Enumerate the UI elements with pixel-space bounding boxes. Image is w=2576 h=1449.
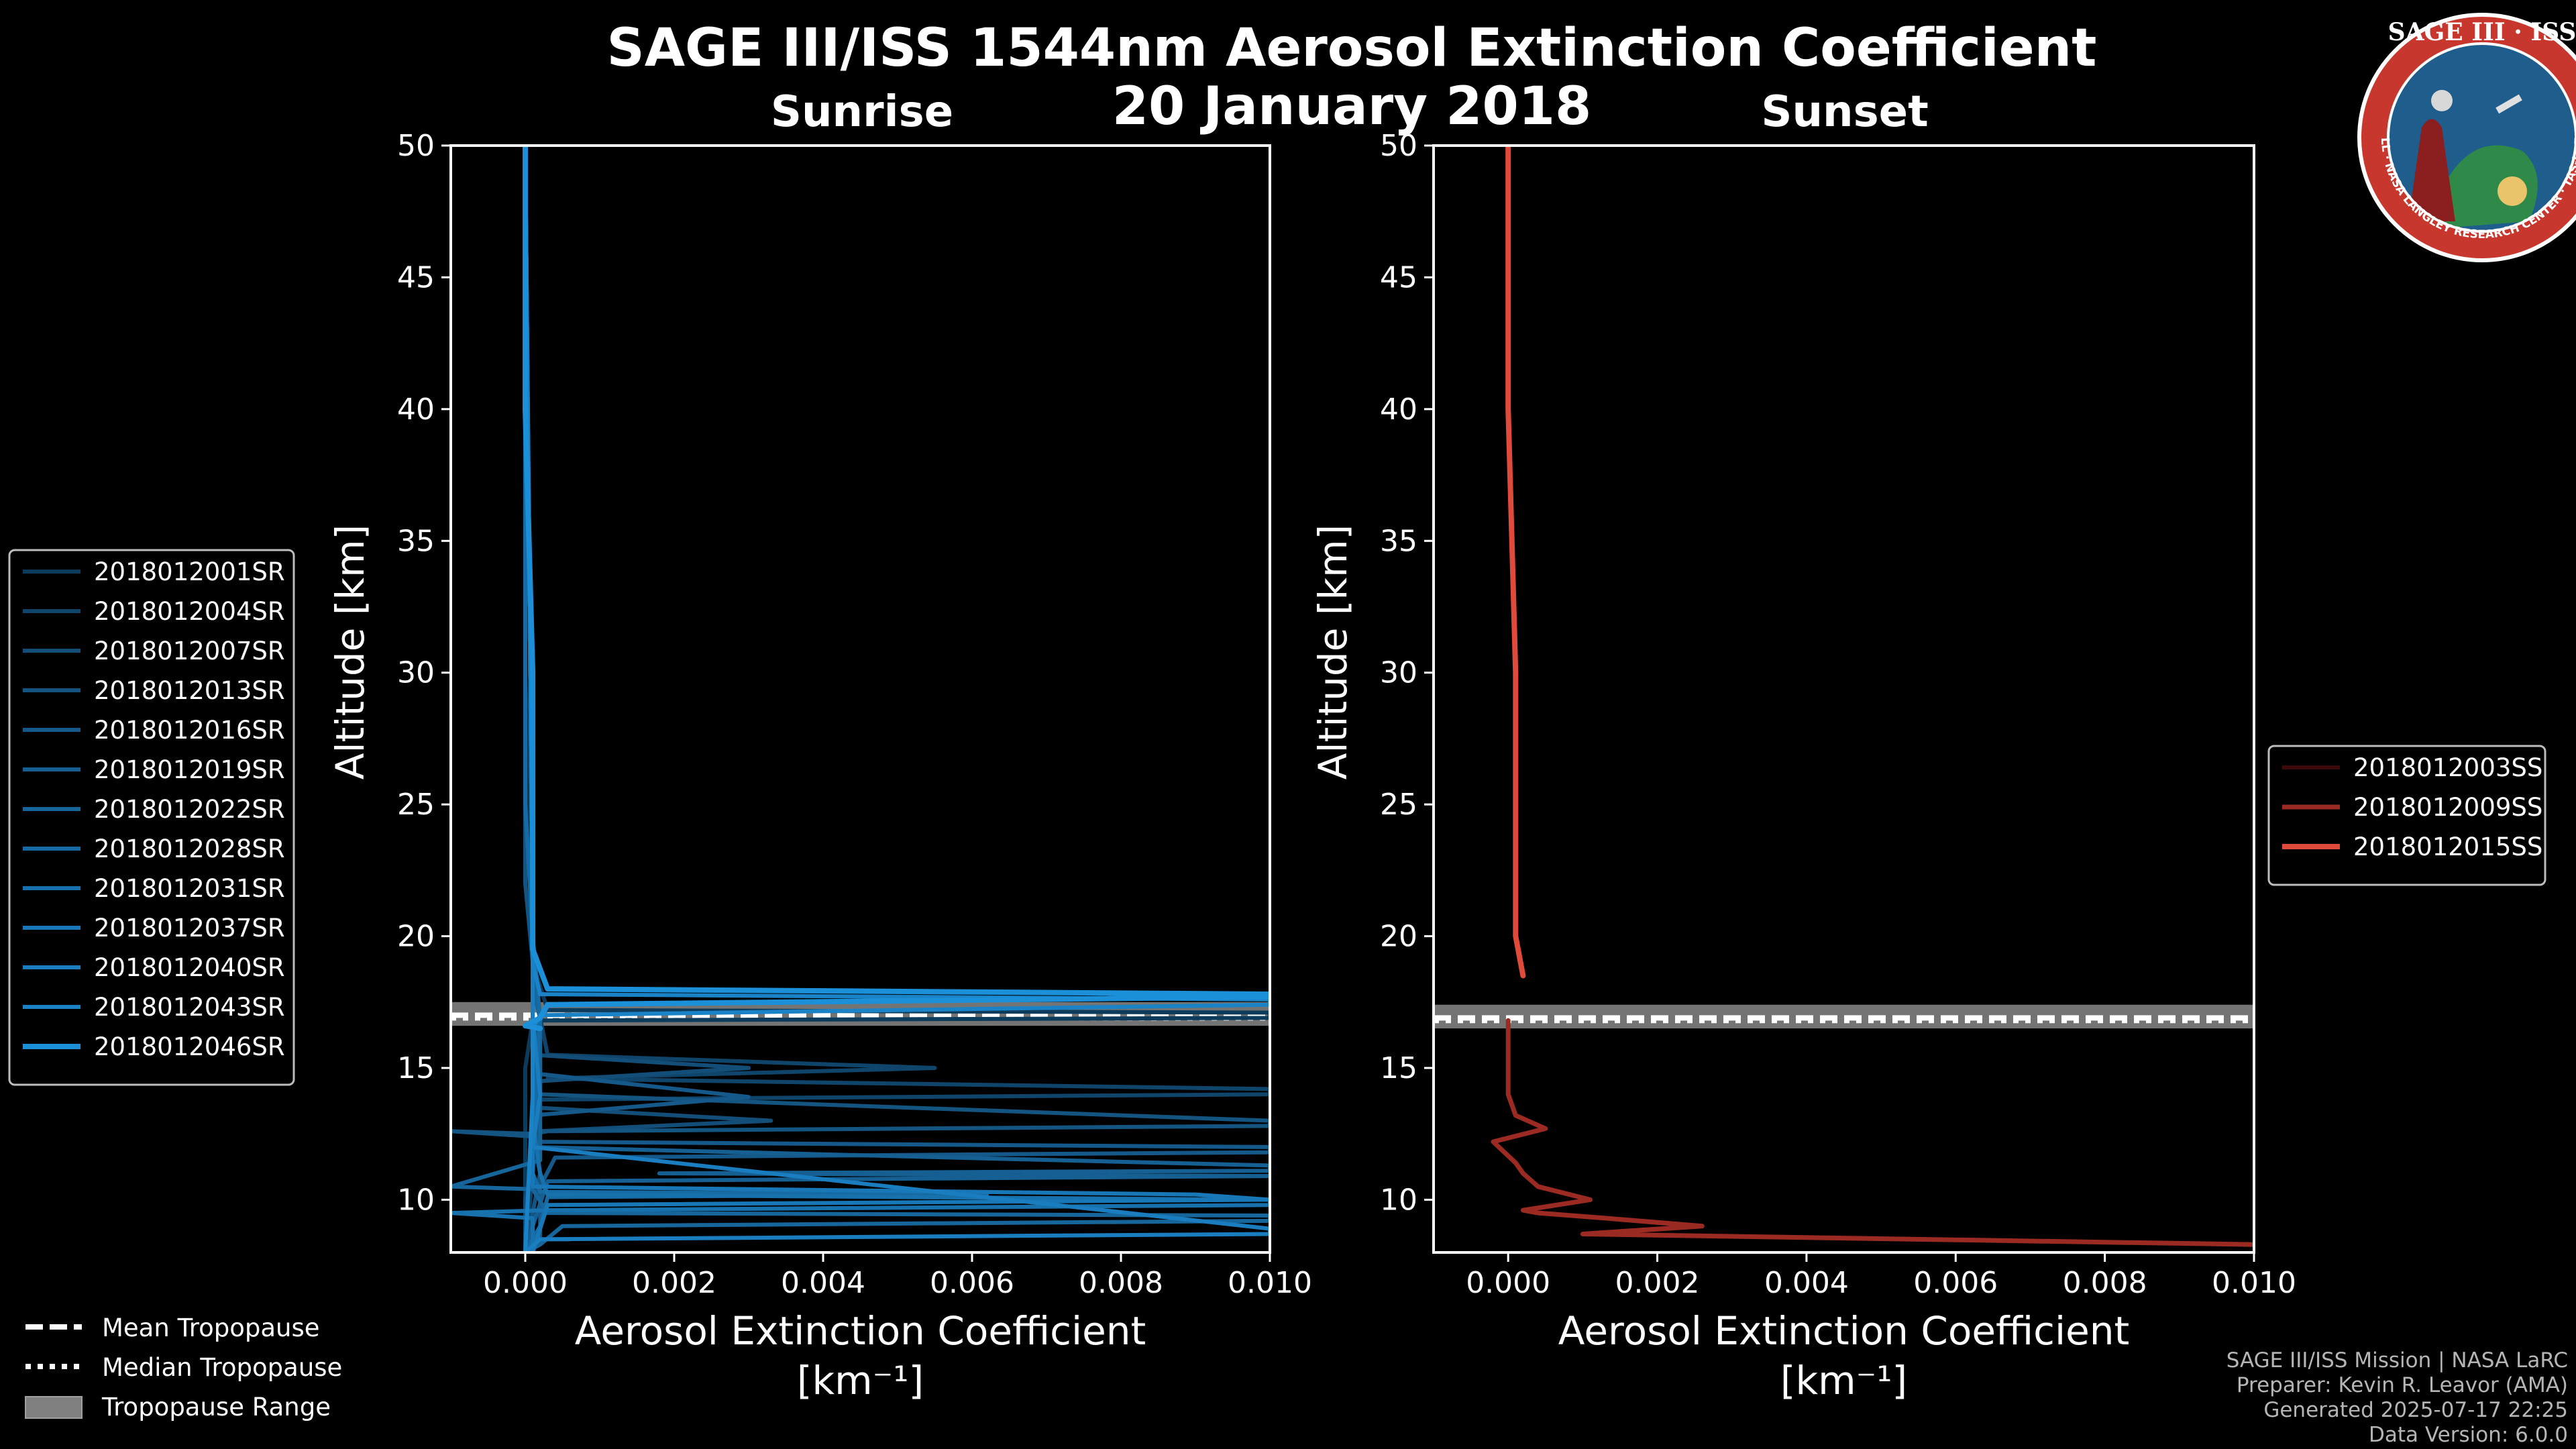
y-tick-label: 15	[1380, 1051, 1417, 1085]
legend-entry-2018012003SS: 2018012003SS	[2353, 753, 2542, 782]
logo-top-text: SAGE III · ISS	[2388, 18, 2576, 46]
sunrise-panel-title: Sunrise	[771, 87, 953, 137]
x-tick-label: 0.006	[1913, 1266, 1998, 1300]
legend-entry-2018012028SR: 2018012028SR	[94, 835, 285, 863]
y-tick-label: 10	[397, 1183, 435, 1217]
plot-frame	[1432, 144, 2255, 1254]
credits: SAGE III/ISS Mission | NASA LaRC Prepare…	[2226, 1348, 2568, 1447]
legend-entry-2018012009SS: 2018012009SS	[2353, 793, 2542, 822]
plot-area	[451, 146, 1270, 1252]
y-tick-label: 50	[397, 129, 435, 163]
legend-entry-2018012040SR: 2018012040SR	[94, 953, 285, 982]
plot-frame	[449, 144, 1271, 1254]
y-tick-label: 20	[397, 920, 435, 954]
y-tick-label: 30	[1380, 656, 1417, 690]
logo-moon-icon	[2431, 90, 2453, 111]
figure-title: SAGE III/ISS 1544nm Aerosol Extinction C…	[607, 18, 2097, 78]
legend-entry-2018012031SR: 2018012031SR	[94, 874, 285, 903]
x-tick-label: 0.002	[632, 1266, 716, 1300]
mission-credit: SAGE III/ISS Mission | NASA LaRC	[2226, 1348, 2568, 1373]
x-tick-label: 0.008	[1079, 1266, 1163, 1300]
y-tick-label: 40	[1380, 392, 1417, 427]
legend-entry-2018012013SR: 2018012013SR	[94, 676, 285, 705]
legend-entry-2018012043SR: 2018012043SR	[94, 993, 285, 1022]
plot-content	[1434, 146, 2254, 1247]
y-tick-label: 40	[397, 392, 435, 427]
x-tick-label: 0.000	[1466, 1266, 1550, 1300]
legend-entry-2018012016SR: 2018012016SR	[94, 716, 285, 745]
tropopause-range-swatch	[25, 1396, 83, 1419]
sunset-legend: 2018012003SS 2018012009SS 2018012015SS	[2267, 745, 2546, 886]
series-line-2018012046SR	[523, 146, 1270, 1032]
plot-content	[451, 146, 1270, 1252]
logo-satellite-icon	[2496, 94, 2522, 114]
legend-box	[8, 549, 295, 1086]
preparer-credit: Preparer: Kevin R. Leavor (AMA)	[2237, 1373, 2568, 1397]
x-axis-label: Aerosol Extinction Coefficient	[1558, 1308, 2130, 1354]
sunset-panel-title: Sunset	[1761, 87, 1928, 137]
legend-entry-2018012046SR: 2018012046SR	[94, 1032, 285, 1061]
legend-box	[2267, 745, 2546, 886]
x-axis-unit: [km⁻¹]	[1780, 1358, 1907, 1403]
series-line-2018012009SS	[1491, 1018, 2254, 1247]
x-tick-label: 0.010	[1228, 1266, 1312, 1300]
plot-area	[1434, 146, 2254, 1252]
legend-entry-2018012022SR: 2018012022SR	[94, 795, 285, 824]
x-tick-label: 0.004	[781, 1266, 865, 1300]
y-tick-label: 15	[397, 1051, 435, 1085]
y-tick-label: 45	[397, 260, 435, 294]
generated-timestamp: Generated 2025-07-17 22:25	[2263, 1398, 2568, 1422]
y-tick-label: 25	[1380, 788, 1417, 822]
y-tick-label: 30	[397, 656, 435, 690]
x-axis-label: Aerosol Extinction Coefficient	[575, 1308, 1146, 1354]
y-tick-label: 10	[1380, 1183, 1417, 1217]
x-axis-unit: [km⁻¹]	[797, 1358, 924, 1403]
legend-entry-2018012001SR: 2018012001SR	[94, 557, 285, 586]
sunrise-plot: 10 15 20 25 30 35 40 45 50 0.000 0.002 0.004 0.006 0.…	[327, 129, 1312, 1403]
tropopause-range-label: Tropopause Range	[101, 1393, 331, 1421]
tropopause-legend: Mean Tropopause Median Tropopause Tropop…	[25, 1313, 342, 1421]
y-tick-label: 45	[1380, 260, 1417, 294]
logo-figure-icon	[2408, 119, 2455, 221]
sunrise-legend: 2018012001SR 2018012004SR 2018012007SR 2018…	[8, 549, 295, 1086]
figure-subtitle: 20 January 2018	[1112, 76, 1592, 137]
logo-sun-icon	[2498, 176, 2527, 206]
y-tick-label: 35	[1380, 524, 1417, 558]
mean-tropopause-label: Mean Tropopause	[102, 1313, 320, 1342]
x-tick-label: 0.002	[1615, 1266, 1700, 1300]
y-tick-label: 35	[397, 524, 435, 558]
y-tick-label: 25	[397, 788, 435, 822]
legend-entry-2018012004SR: 2018012004SR	[94, 597, 285, 626]
data-version: Data Version: 6.0.0	[2369, 1423, 2568, 1447]
x-tick-label: 0.004	[1764, 1266, 1849, 1300]
x-tick-label: 0.010	[2212, 1266, 2296, 1300]
y-tick-label: 20	[1380, 920, 1417, 954]
legend-entry-2018012015SS: 2018012015SS	[2353, 833, 2542, 861]
series-line-2018012015SS	[1505, 146, 1526, 979]
logo-earth-icon	[2437, 145, 2538, 228]
legend-entry-2018012037SR: 2018012037SR	[94, 914, 285, 943]
y-axis-label: Altitude [km]	[1310, 525, 1356, 780]
x-tick-label: 0.008	[2063, 1266, 2147, 1300]
sunset-plot: 10 15 20 25 30 35 40 45 50 0.000 0.002 0.004 0.006 0.…	[1310, 129, 2296, 1403]
x-tick-label: 0.006	[930, 1266, 1014, 1300]
legend-entry-2018012019SR: 2018012019SR	[94, 755, 285, 784]
y-tick-label: 50	[1380, 129, 1417, 163]
median-tropopause-label: Median Tropopause	[102, 1353, 342, 1382]
legend-entry-2018012007SR: 2018012007SR	[94, 637, 285, 665]
x-tick-label: 0.000	[483, 1266, 568, 1300]
y-axis-label: Altitude [km]	[327, 525, 373, 780]
